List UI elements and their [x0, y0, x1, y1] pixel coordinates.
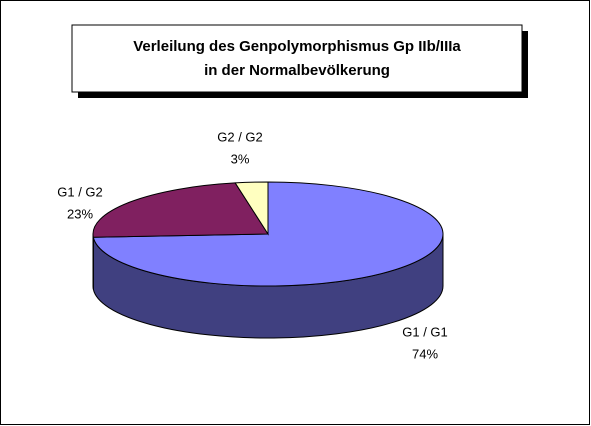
chart-title: in der Normalbevölkerung	[204, 62, 390, 79]
title-box	[71, 24, 523, 93]
slice-value-label: 23%	[67, 206, 93, 221]
pie-slice	[234, 181, 269, 236]
pie-slice	[92, 182, 269, 238]
slice-value-label: 3%	[231, 151, 250, 166]
slice-label: G1 / G1	[402, 324, 448, 339]
slice-label: G1 / G2	[57, 184, 103, 199]
slice-label: G2 / G2	[217, 129, 263, 144]
slice-value-label: 74%	[412, 346, 438, 361]
chart-title: Verleilung des Genpolymorphismus Gp IIb/…	[133, 38, 461, 55]
